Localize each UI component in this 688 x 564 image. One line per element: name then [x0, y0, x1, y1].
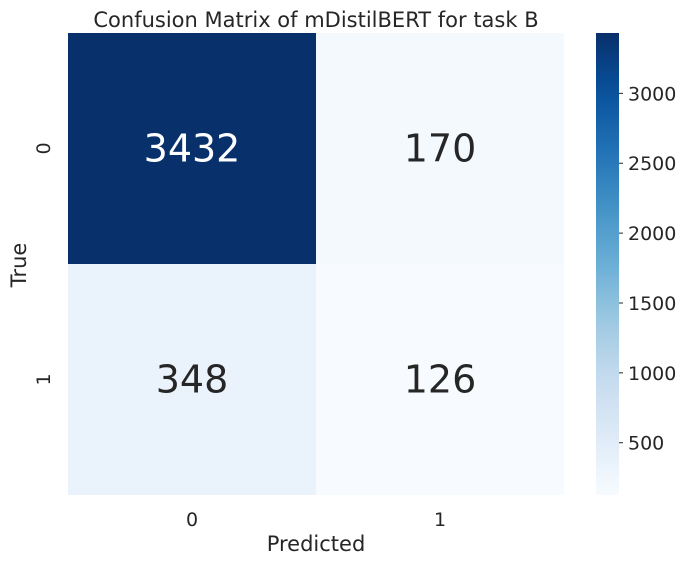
colorbar-tick-label: 2000: [628, 223, 676, 245]
cell-value-label: 348: [156, 358, 229, 402]
heatmap-cells: 3432 170 348 126: [68, 33, 564, 495]
y-axis-label: True: [7, 243, 31, 289]
y-tick-label: 1: [33, 373, 55, 385]
colorbar: 500 1000 1500 2000 2500 3000: [596, 33, 676, 495]
colorbar-gradient: [596, 33, 619, 495]
cell-value-label: 170: [404, 127, 477, 171]
chart-title: Confusion Matrix of mDistilBERT for task…: [93, 8, 538, 32]
colorbar-tick-label: 500: [628, 433, 664, 455]
heatmap-cell: [316, 264, 564, 495]
heatmap-cell: [68, 33, 316, 264]
colorbar-tick-label: 1000: [628, 363, 676, 385]
colorbar-tick-label: 3000: [628, 83, 676, 105]
cell-value-label: 126: [404, 358, 477, 402]
heatmap-cell: [316, 33, 564, 264]
x-axis-label: Predicted: [267, 532, 366, 556]
y-tick-label: 0: [33, 142, 55, 154]
colorbar-tick-label: 2500: [628, 153, 676, 175]
x-tick-label: 1: [434, 509, 446, 531]
y-tick-labels: 01: [33, 142, 55, 385]
colorbar-tick-label: 1500: [628, 293, 676, 315]
x-tick-label: 0: [186, 509, 198, 531]
cell-value-label: 3432: [144, 127, 241, 171]
heatmap-cell: [68, 264, 316, 495]
